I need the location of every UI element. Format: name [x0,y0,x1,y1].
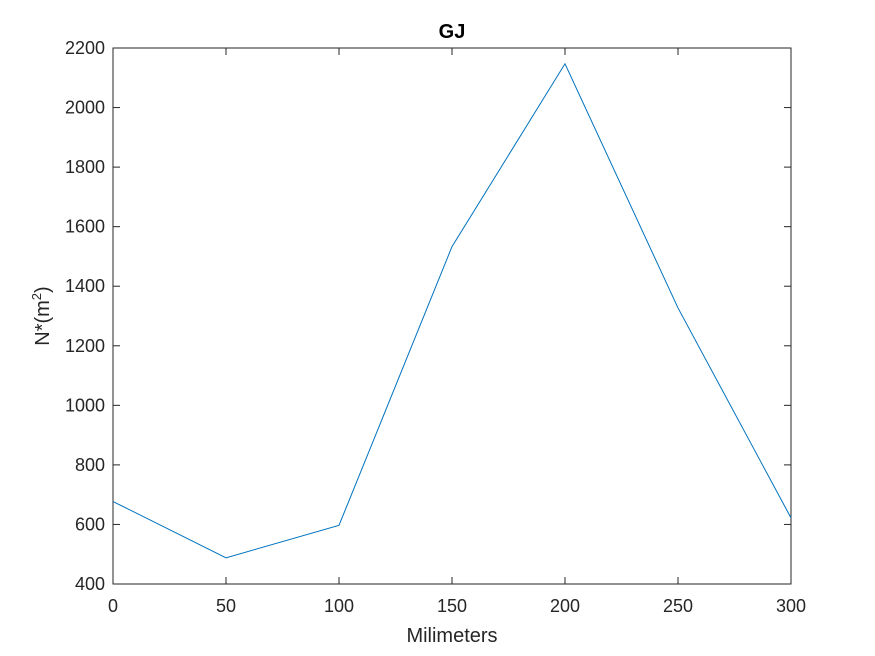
y-tick-label: 1000 [65,395,105,415]
y-tick-label: 2200 [65,38,105,58]
series-line [112,62,792,559]
y-axis-label-superscript: 2 [29,293,44,300]
x-tick-label: 300 [776,596,806,616]
x-tick-label: 50 [216,596,236,616]
y-axis-label: N*(m2) [29,286,54,345]
y-tick-label: 800 [75,455,105,475]
y-axis-label-main: N*(m [32,300,54,346]
chart-title: GJ [439,21,466,43]
y-tick-label: 1600 [65,217,105,237]
y-tick-label: 1800 [65,157,105,177]
x-tick-label: 0 [108,596,118,616]
y-tick-label: 1200 [65,336,105,356]
x-tick-label: 200 [550,596,580,616]
x-tick-label: 250 [663,596,693,616]
y-axis-label-close: ) [32,286,54,293]
y-tick-label: 1400 [65,276,105,296]
y-tick-label: 2000 [65,98,105,118]
x-tick-label: 100 [324,596,354,616]
y-tick-labels: 400 600 800 1000 1200 1400 1600 1800 2000 2200 [65,38,105,594]
y-tick-label: 400 [75,574,105,594]
x-tick-label: 150 [437,596,467,616]
x-tick-labels: 0 50 100 150 200 250 300 [108,596,806,616]
plot-area [112,47,792,585]
axis-ticks [112,47,792,585]
x-axis-label: Milimeters [406,625,497,647]
y-tick-label: 600 [75,514,105,534]
